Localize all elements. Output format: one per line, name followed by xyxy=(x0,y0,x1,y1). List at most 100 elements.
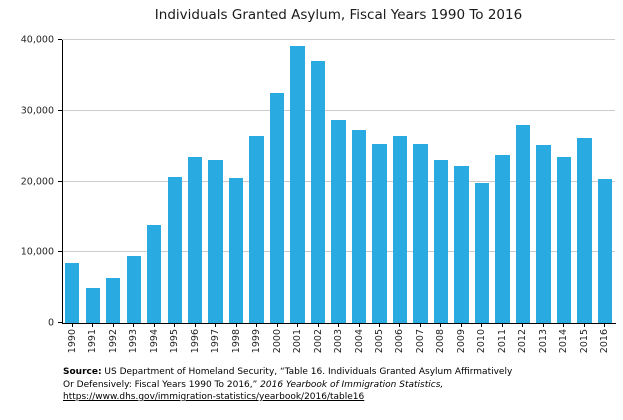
gridline xyxy=(62,109,615,111)
bar-slot xyxy=(185,40,205,323)
x-tick-mark xyxy=(112,324,114,327)
x-tick-label: 1990 xyxy=(66,329,78,354)
x-tick-label: 2015 xyxy=(578,329,590,354)
x-tick-mark xyxy=(563,324,565,327)
x-tick-mark xyxy=(276,324,278,327)
bars-container xyxy=(62,40,615,323)
x-tick-mark xyxy=(235,324,237,327)
source-line-3: https://www.dhs.gov/immigration-statisti… xyxy=(63,391,611,404)
bar-slot xyxy=(472,40,492,323)
x-tick-label: 1997 xyxy=(210,329,222,354)
x-tick-label: 2013 xyxy=(537,329,549,354)
x-tick-label: 2004 xyxy=(353,329,365,354)
bar-slot xyxy=(246,40,266,323)
bar-2003 xyxy=(331,119,346,323)
bar-slot xyxy=(533,40,553,323)
x-tick-mark xyxy=(317,324,319,327)
bar-2006 xyxy=(392,136,408,323)
plot-area xyxy=(62,39,615,323)
x-tick-label: 1996 xyxy=(189,329,201,354)
bar-slot xyxy=(574,40,594,323)
x-tick-mark xyxy=(92,324,94,327)
x-axis-ticks xyxy=(62,324,615,327)
x-tick-mark xyxy=(522,324,524,327)
bar-slot xyxy=(410,40,430,323)
bar-slot xyxy=(62,40,82,323)
bar-2001 xyxy=(290,45,305,323)
y-tick-mark xyxy=(58,322,62,323)
bar-2014 xyxy=(556,157,572,323)
source-line-2: Or Defensively: Fiscal Years 1990 To 201… xyxy=(63,379,611,392)
x-tick-label: 1991 xyxy=(87,329,99,354)
bar-2009 xyxy=(454,165,469,323)
bar-slot xyxy=(226,40,246,323)
source-link[interactable]: https://www.dhs.gov/immigration-statisti… xyxy=(63,392,365,402)
bar-1991 xyxy=(85,287,100,323)
bar-1997 xyxy=(208,160,223,323)
bar-slot xyxy=(595,40,615,323)
bar-slot xyxy=(164,40,184,323)
bar-2015 xyxy=(577,138,592,323)
source-label: Source: xyxy=(63,367,102,377)
x-tick-mark xyxy=(501,324,503,327)
x-tick-mark xyxy=(440,324,442,327)
bar-slot xyxy=(287,40,307,323)
x-tick-label: 2012 xyxy=(517,329,529,354)
bar-1996 xyxy=(187,156,203,323)
x-tick-label: 2003 xyxy=(333,329,345,354)
x-tick-label: 1995 xyxy=(169,329,181,354)
x-tick-label: 2001 xyxy=(292,329,304,354)
bar-slot xyxy=(144,40,164,323)
x-tick-mark xyxy=(71,324,73,327)
x-tick-mark xyxy=(358,324,360,327)
x-tick-label: 2005 xyxy=(374,329,385,354)
x-tick-label: 1993 xyxy=(128,329,140,354)
x-tick-label: 2016 xyxy=(599,329,611,354)
y-tick-mark xyxy=(58,109,62,111)
bar-slot xyxy=(451,40,471,323)
bar-slot xyxy=(328,40,348,323)
bar-slot xyxy=(492,40,512,323)
bar-2007 xyxy=(413,144,428,323)
bar-slot xyxy=(554,40,574,323)
x-tick-label: 2006 xyxy=(394,329,406,354)
bar-2013 xyxy=(536,145,551,323)
bar-2011 xyxy=(495,155,510,323)
bar-slot xyxy=(390,40,410,323)
y-tick-label: 40,000 xyxy=(20,34,54,46)
y-tick-mark xyxy=(58,180,62,182)
y-tick-mark xyxy=(58,251,62,253)
x-tick-label: 2008 xyxy=(435,329,447,354)
x-tick-label: 2002 xyxy=(312,329,324,354)
x-tick-label: 2011 xyxy=(496,329,508,354)
x-tick-label: 2000 xyxy=(271,329,283,354)
x-tick-mark xyxy=(419,324,421,327)
bar-slot xyxy=(513,40,533,323)
x-tick-mark xyxy=(583,324,585,327)
y-tick-label: 20,000 xyxy=(20,176,54,187)
x-tick-mark xyxy=(133,324,135,327)
x-tick-mark xyxy=(604,324,606,327)
x-axis-line xyxy=(62,323,616,324)
bar-slot xyxy=(267,40,287,323)
y-axis-line xyxy=(62,40,63,324)
chart-title: Individuals Granted Asylum, Fiscal Years… xyxy=(154,7,523,23)
bar-2016 xyxy=(597,178,612,323)
x-tick-label: 1999 xyxy=(251,329,263,354)
y-tick-label: 0 xyxy=(47,317,54,329)
bar-slot xyxy=(123,40,143,323)
y-tick-mark xyxy=(58,39,62,40)
x-tick-mark xyxy=(399,324,401,327)
bar-2012 xyxy=(515,124,531,323)
x-tick-mark xyxy=(338,324,340,327)
bar-slot xyxy=(103,40,123,323)
gridline xyxy=(62,39,615,40)
bar-slot xyxy=(205,40,225,323)
x-tick-label: 1992 xyxy=(107,329,119,354)
x-tick-mark xyxy=(153,324,155,327)
bar-slot xyxy=(308,40,328,323)
bar-2008 xyxy=(433,160,449,323)
source-line-1: Source: US Department of Homeland Securi… xyxy=(63,366,611,379)
bar-slot xyxy=(369,40,389,323)
bar-1999 xyxy=(249,135,264,323)
